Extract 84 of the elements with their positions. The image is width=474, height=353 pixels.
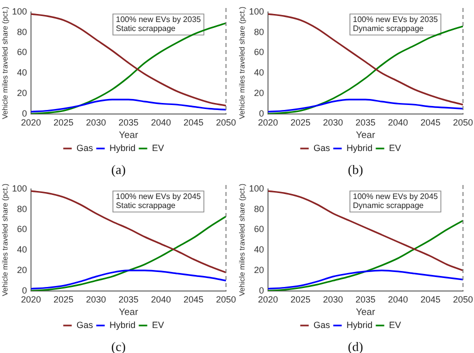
legend-label: Hybrid	[346, 142, 373, 153]
line-series	[268, 190, 463, 271]
x-tick-label: 2035	[118, 118, 139, 128]
legend-label: Hybrid	[346, 319, 373, 330]
legend-label: Gas	[76, 319, 94, 330]
text: (b)	[348, 162, 364, 177]
y-tick-label: 20	[17, 264, 28, 274]
x-tick-label: 2045	[183, 118, 204, 128]
x-tick-label: 2035	[355, 118, 376, 128]
x-tick-label: 2045	[420, 294, 441, 304]
y-tick-label: 80	[254, 26, 264, 37]
x-tick-label: 2040	[388, 118, 408, 128]
annotation: 100% new EVs by 2035	[116, 15, 202, 24]
x-axis-title: Year	[356, 306, 376, 318]
y-tick-label: 60	[254, 224, 264, 234]
x-axis-title: Year	[118, 130, 138, 141]
x-tick-label: 2040	[150, 118, 172, 128]
x-tick-label: 2035	[355, 294, 376, 304]
y-tick-label: 0	[259, 284, 264, 295]
x-tick-label: 2020	[258, 294, 278, 304]
legend-label: EV	[389, 319, 402, 330]
legend-label: Gas	[313, 319, 330, 330]
legend-label: Hybrid	[109, 142, 136, 153]
annotation: Static scrappage	[116, 24, 176, 34]
x-tick-label: 2030	[322, 294, 344, 304]
x-tick-label: 2025	[290, 118, 311, 128]
y-tick-label: 60	[17, 224, 28, 234]
x-tick-label: 2020	[21, 294, 42, 304]
y-tick-label: 40	[17, 68, 28, 78]
line-series	[31, 13, 226, 106]
y-tick-label: 100	[248, 182, 264, 193]
y-tick-label: 0	[22, 284, 28, 295]
legend-label: EV	[152, 319, 164, 330]
annotation: Dynamic scrappage	[352, 24, 424, 34]
annotation: Dynamic scrappage	[352, 200, 424, 210]
x-tick-label: 2050	[216, 294, 236, 304]
y-tick-label: 20	[254, 88, 264, 98]
y-tick-label: 100	[12, 6, 28, 16]
y-tick-label: 40	[254, 244, 264, 254]
x-tick-label: 2050	[452, 294, 474, 304]
x-tick-label: 2030	[86, 294, 106, 304]
legend-label: Gas	[313, 142, 330, 153]
x-tick-label: 2045	[183, 294, 204, 304]
annotation: 100% new EVs by 2045	[116, 192, 202, 201]
legend-label: Hybrid	[109, 319, 136, 330]
x-tick-label: 2040	[150, 294, 172, 304]
line-series	[31, 190, 226, 273]
legend-label: EV	[389, 142, 402, 153]
y-tick-label: 80	[17, 26, 28, 37]
x-axis-title: Year	[118, 306, 138, 318]
x-tick-label: 2050	[452, 118, 474, 128]
legend-label: Gas	[76, 142, 94, 153]
y-tick-label: 0	[22, 108, 28, 118]
y-tick-label: 80	[17, 203, 28, 214]
annotation: 100% new EVs by 2035	[352, 15, 438, 24]
y-tick-label: 40	[254, 68, 264, 78]
x-tick-label: 2025	[53, 294, 74, 304]
y-tick-label: 80	[254, 203, 264, 214]
text: (a)	[111, 162, 126, 177]
y-tick-label: 40	[17, 244, 28, 254]
y-tick-label: 100	[248, 6, 264, 16]
legend-label: EV	[152, 142, 164, 153]
text: (c)	[111, 338, 126, 353]
y-tick-label: 20	[254, 264, 264, 274]
x-tick-label: 2040	[388, 294, 408, 304]
x-axis-title: Year	[356, 130, 376, 141]
y-tick-label: 60	[254, 47, 264, 58]
x-tick-label: 2030	[322, 118, 344, 128]
x-tick-label: 2025	[53, 118, 74, 128]
x-tick-label: 2050	[216, 118, 236, 128]
y-tick-label: 20	[17, 88, 28, 98]
line-series	[268, 13, 463, 106]
y-tick-label: 60	[17, 47, 28, 58]
annotation: Static scrappage	[116, 200, 176, 210]
x-tick-label: 2020	[21, 118, 42, 128]
annotation: 100% new EVs by 2045	[352, 192, 438, 201]
y-tick-label: 100	[12, 182, 28, 193]
text: (d)	[348, 338, 364, 353]
x-tick-label: 2045	[420, 118, 441, 128]
x-tick-label: 2025	[290, 294, 311, 304]
x-tick-label: 2030	[86, 118, 106, 128]
y-tick-label: 0	[259, 108, 264, 118]
x-tick-label: 2035	[118, 294, 139, 304]
x-tick-label: 2020	[258, 118, 278, 128]
